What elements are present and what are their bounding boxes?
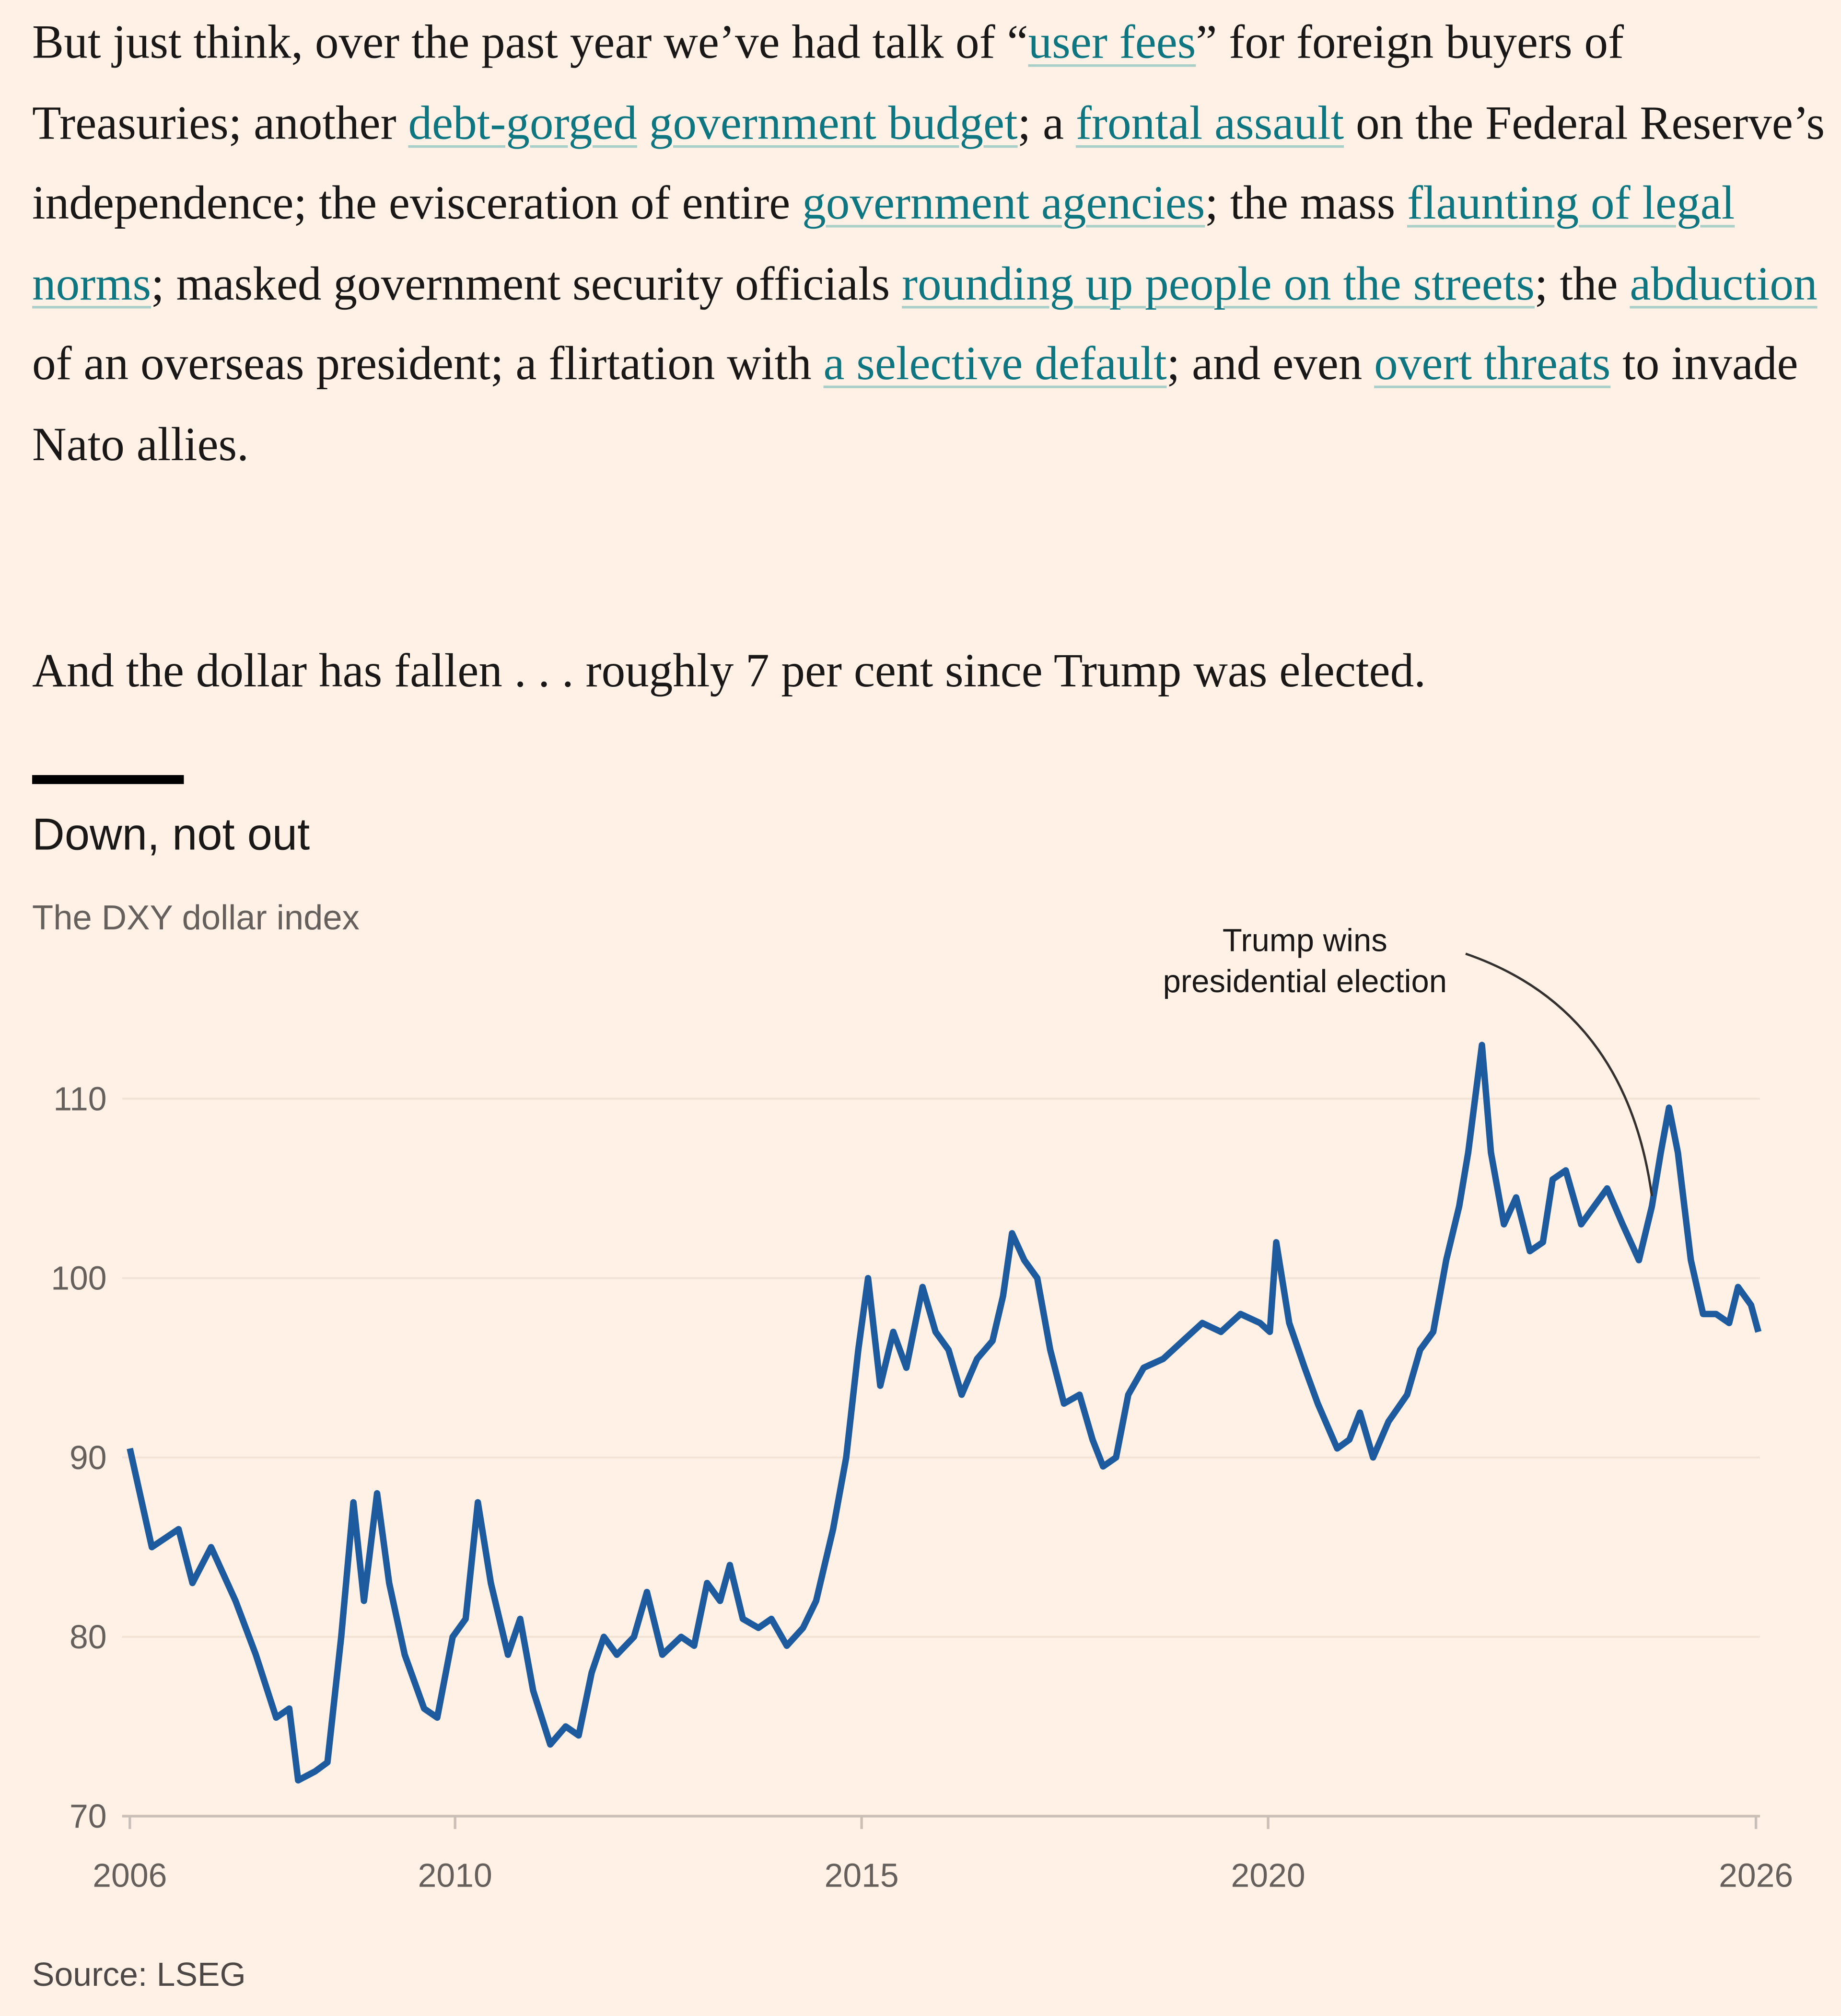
link[interactable]: debt-gorged [408,97,638,150]
text-run [637,97,649,150]
annotation-text: presidential election [1163,963,1447,999]
text-run: on the Federal Reserve’s independence; t… [32,97,1825,231]
link[interactable]: flaunting of legal norms [32,177,1735,311]
paragraph: But just think, over the past year we’ve… [32,4,1832,486]
link[interactable]: frontal assault [1075,97,1344,150]
link[interactable]: a selective default [823,338,1167,391]
y-tick-label: 100 [51,1260,106,1297]
text-run: of an overseas president; a flirtation w… [32,338,824,391]
chart-title: Down, not out [32,810,310,860]
y-tick-label: 110 [53,1080,106,1117]
text-run: ; a [1017,97,1076,150]
chart-subtitle: The DXY dollar index [32,898,360,937]
chart: 70 80 90 100 110 2006 2010 2015 2020 2026 Trump wi… [32,922,1793,1993]
text-run: ; masked government security officials [151,257,902,311]
link[interactable]: rounding up people on the streets [902,257,1535,311]
text-run: And the dollar has fallen . . . roughly … [32,645,1426,698]
link[interactable]: government agencies [802,177,1205,231]
y-tick-label: 80 [70,1618,107,1656]
x-tick-label: 2010 [418,1857,492,1894]
link[interactable]: user fees [1028,16,1196,70]
text-run: ; the mass [1205,177,1408,231]
x-tick-label: 2020 [1231,1857,1305,1894]
x-tick-label: 2006 [93,1857,167,1894]
y-tick-label: 90 [70,1439,107,1476]
x-tick-label: 2015 [825,1857,899,1894]
text-run: But just think, over the past year we’ve… [32,16,1028,70]
link[interactable]: overt threats [1374,338,1611,391]
annotation-text: Trump wins [1223,922,1387,958]
paragraph: And the dollar has fallen . . . roughly … [32,632,1832,713]
annotation-arrow [1465,952,1653,1196]
link[interactable]: government budget [649,97,1018,150]
source: Source: LSEG [32,1956,246,1993]
y-tick-label: 70 [70,1797,107,1835]
text-run: ; the [1534,257,1630,311]
text-run: to invade Nato allies. [32,338,1798,471]
x-tick-label: 2026 [1719,1857,1793,1894]
link[interactable]: abduction [1630,257,1818,311]
text-run: ; and even [1166,338,1375,391]
data-line [127,1042,1762,1784]
title-rule [32,775,184,784]
text-run: ” for foreign buyers of Treasuries; anot… [32,16,1624,150]
